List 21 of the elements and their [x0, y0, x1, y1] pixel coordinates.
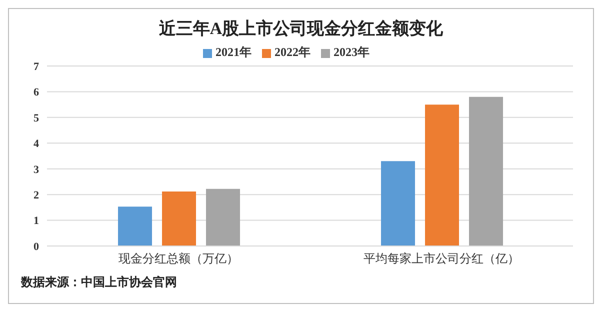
bar	[162, 191, 196, 246]
y-tick-label: 3	[34, 164, 40, 176]
legend-label: 2022年	[274, 45, 310, 59]
y-tick-label: 2	[34, 189, 40, 202]
bar	[206, 188, 240, 246]
y-tick-label: 7	[34, 60, 40, 73]
source-note: 数据来源：中国上市协会官网	[21, 274, 177, 291]
y-tick-label: 6	[34, 86, 40, 99]
x-tick-label: 现金分红总额（万亿）	[118, 252, 238, 266]
y-tick-label: 1	[34, 215, 39, 228]
y-tick-label: 4	[34, 138, 40, 150]
x-tick-label: 平均每家上市公司分红（亿）	[364, 252, 520, 266]
bar	[425, 104, 460, 246]
chart-title: 近三年A股上市公司现金分红金额变化	[158, 18, 444, 40]
bar	[118, 206, 152, 246]
y-tick-label: 5	[34, 112, 40, 124]
bar	[469, 96, 504, 246]
legend-label: 2021年	[216, 45, 252, 59]
bar	[381, 161, 416, 246]
y-tick-label: 0	[34, 240, 40, 253]
legend-label: 2023年	[334, 45, 370, 59]
